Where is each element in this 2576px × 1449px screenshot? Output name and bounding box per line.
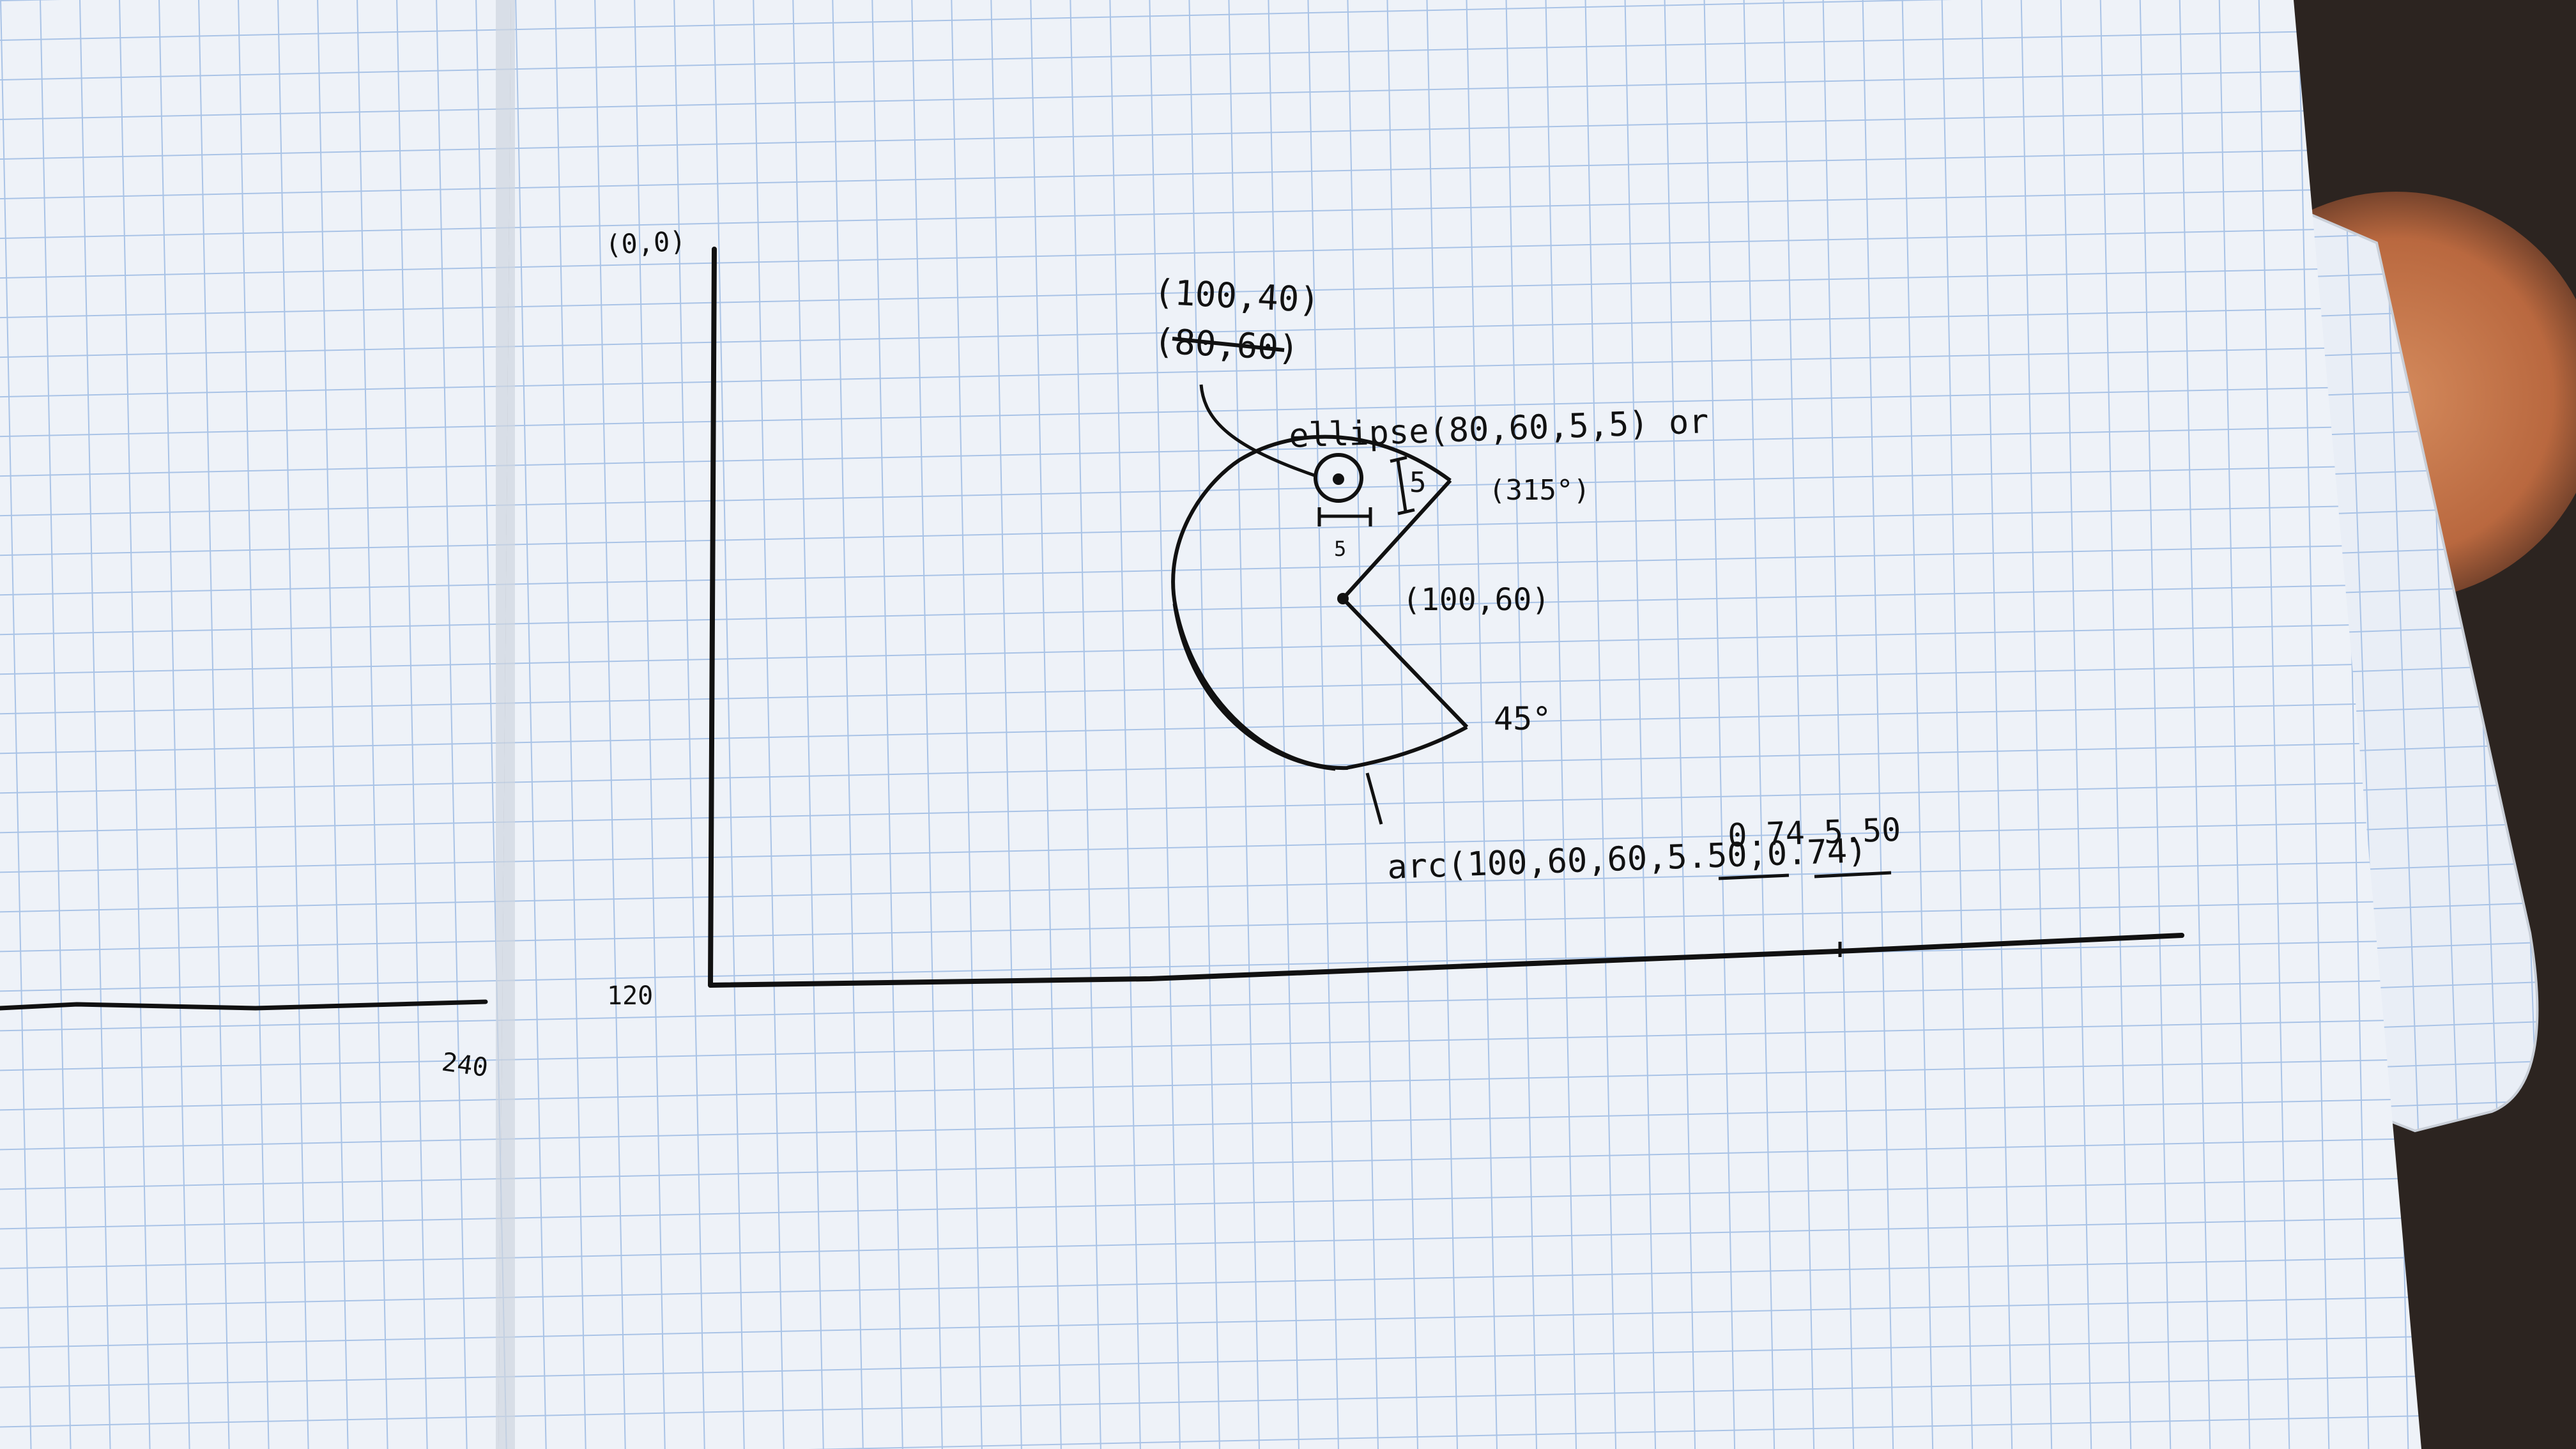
upper-point-label: (100,40): [1153, 272, 1321, 321]
radius-bracket-vertical: [1390, 456, 1415, 516]
size-label-vertical: 5: [1409, 466, 1427, 499]
left-page-axis: [0, 999, 488, 1011]
arc-label-strike: [1718, 871, 1892, 880]
x-axis: [708, 933, 2184, 988]
y-max-label: 120: [607, 981, 653, 1011]
radius-bracket-horizontal: [1317, 507, 1372, 526]
center-point: [1337, 593, 1349, 604]
pacman-arc-redraw: [1172, 603, 1336, 771]
center-label: (100,60): [1402, 582, 1550, 618]
angle-top-label: (315°): [1489, 474, 1590, 507]
arc-start-tick: [1365, 772, 1383, 825]
left-page: [0, 0, 511, 1449]
y-axis: [708, 247, 717, 988]
page-gutter: [496, 0, 515, 1449]
eye-leader-line: [1199, 384, 1317, 478]
origin-label: (0,0): [604, 225, 687, 261]
arc-values-label: 0.74 5.50: [1727, 811, 1901, 854]
eye-pupil: [1333, 473, 1344, 485]
right-page: [498, 0, 2421, 1449]
eye-circle: [1314, 453, 1363, 503]
angle-bottom-label: 45°: [1494, 700, 1551, 737]
x-max-label: 240: [440, 1047, 490, 1083]
crossed-point-strike: [1172, 337, 1285, 352]
size-label-horizontal: 5: [1334, 537, 1346, 561]
